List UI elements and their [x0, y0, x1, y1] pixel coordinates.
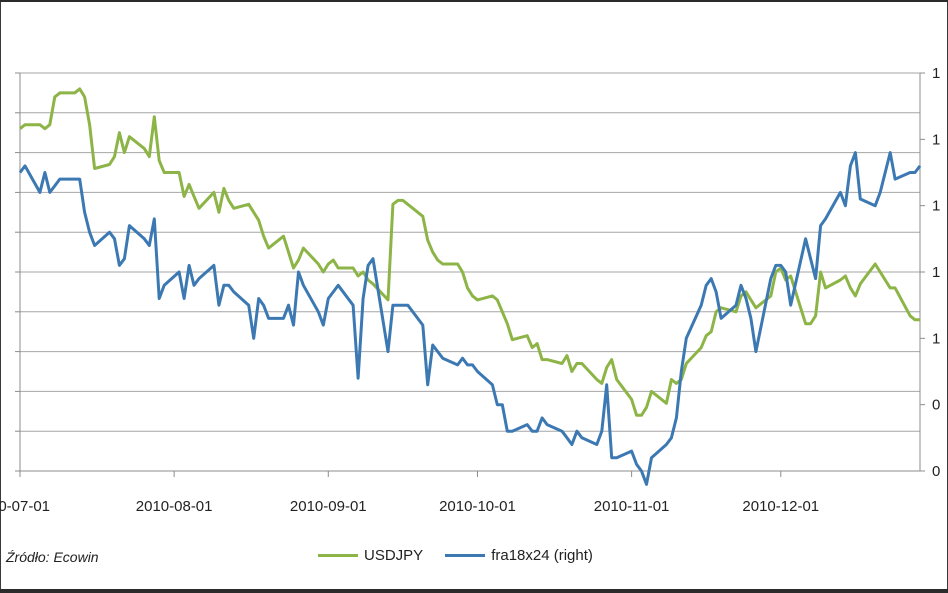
right-tick-label: 1: [932, 264, 940, 281]
legend-swatch-usdjpy: [318, 554, 358, 557]
right-tick-label: 1: [932, 65, 940, 82]
top-border: [0, 0, 948, 2]
legend-label-fra: fra18x24 (right): [491, 547, 593, 564]
legend-swatch-fra: [445, 554, 486, 557]
axes: [15, 72, 925, 477]
grid-lines: [20, 72, 920, 432]
legend-item-fra: fra18x24 (right): [445, 547, 593, 564]
series-line-fra: [18, 151, 922, 486]
right-tick-label: 0: [932, 397, 940, 414]
right-tick-label: 1: [932, 198, 940, 215]
x-tick-label: 2010-11-01: [594, 498, 670, 515]
legend: USDJPY fra18x24 (right): [318, 547, 615, 564]
right-tick-label: 0: [932, 463, 940, 480]
right-tick-label: 1: [932, 131, 940, 148]
x-tick-label: 10-07-01: [0, 498, 50, 515]
legend-label-usdjpy: USDJPY: [364, 547, 424, 564]
legend-item-usdjpy: USDJPY: [318, 547, 423, 564]
x-tick-label: 2010-12-01: [742, 498, 819, 515]
x-tick-label: 2010-09-01: [290, 498, 367, 515]
x-tick-label: 2010-08-01: [136, 498, 213, 515]
x-tick-label: 2010-10-01: [439, 498, 516, 515]
source-label: Źródło: Ecowin: [6, 549, 99, 565]
right-tick-label: 1: [932, 330, 940, 347]
series-lines: [18, 87, 922, 486]
series-line-usdjpy: [19, 87, 920, 417]
bottom-border: [0, 589, 948, 593]
tick-labels: 1 1 1 1 1 0 0 10-07-01 2010-08-01 2010-09-01 2010-…: [0, 65, 940, 515]
